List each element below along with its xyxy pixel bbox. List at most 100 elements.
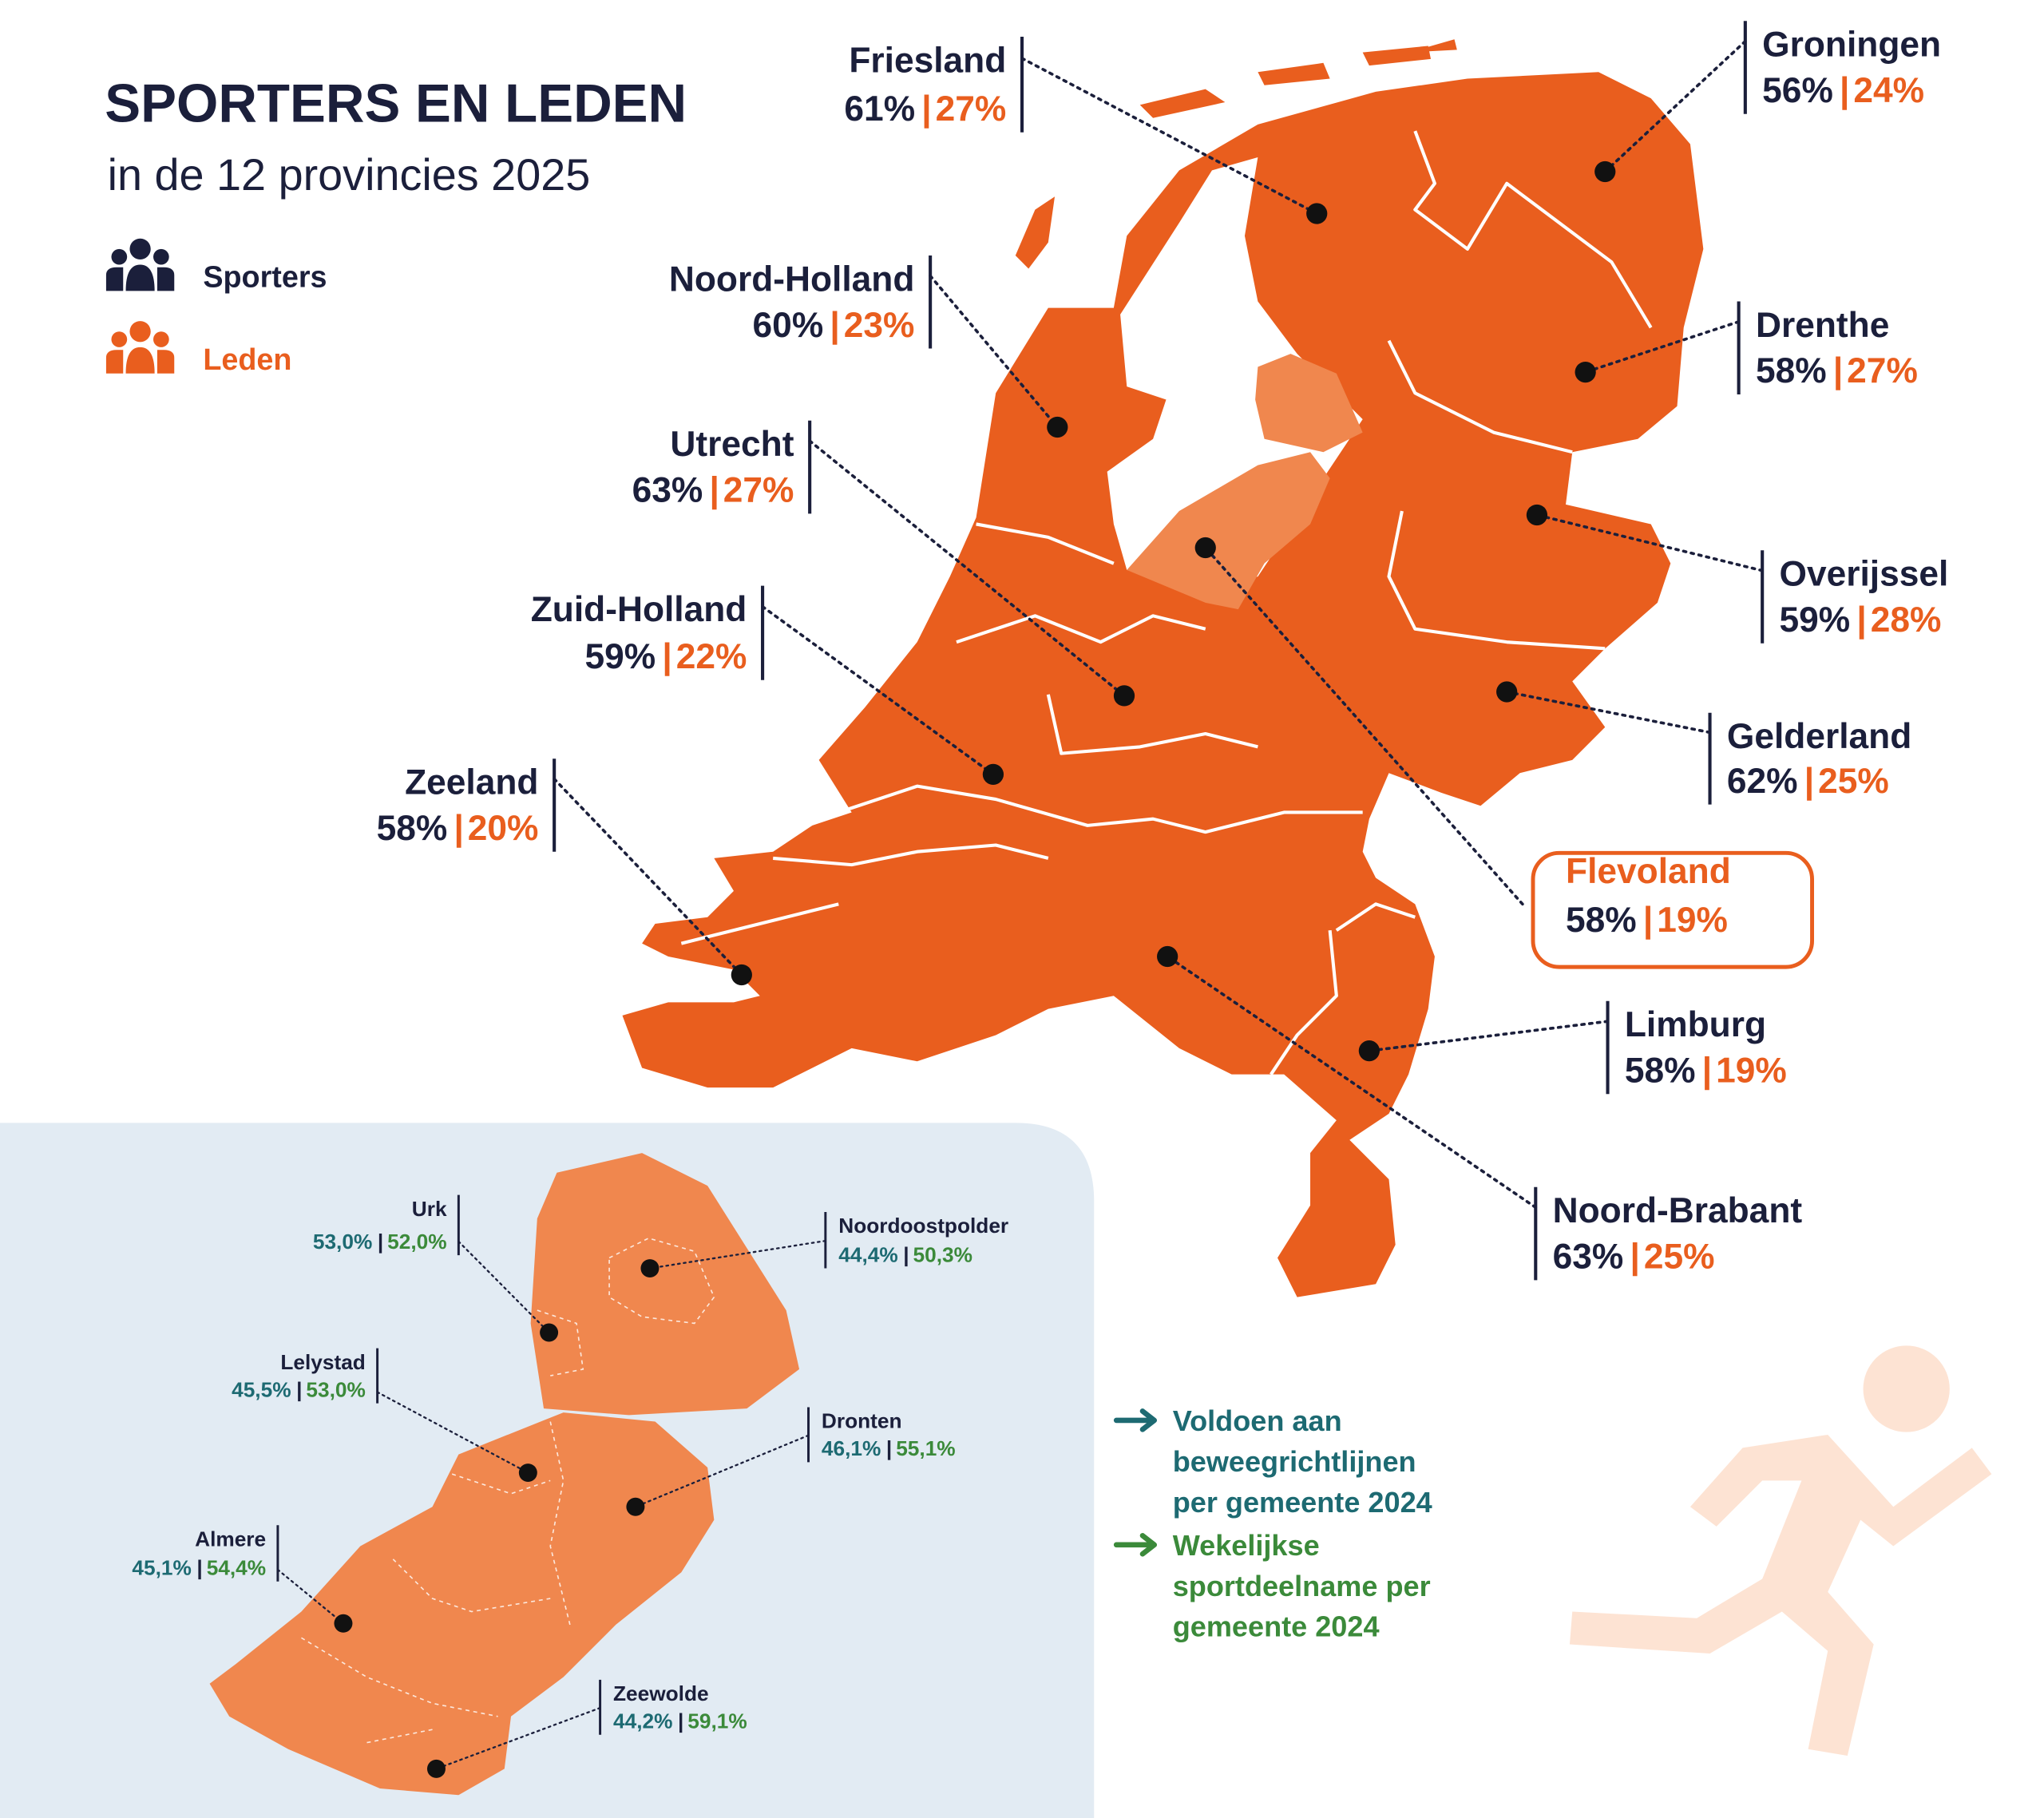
title: SPORTERS EN LEDEN (105, 74, 687, 134)
value-2: 27% (1847, 351, 1918, 390)
leader-line (929, 274, 1060, 429)
municipality-name: Urk (412, 1197, 447, 1221)
legend-label: Sporters (203, 259, 327, 293)
value-beweeg: 44,2% (613, 1709, 672, 1733)
value-beweeg: 53,0% (313, 1230, 372, 1254)
value-1: 58% (377, 809, 448, 848)
value-2: 23% (844, 306, 915, 345)
value-beweeg: 45,1% (132, 1556, 191, 1580)
value-1: 60% (753, 306, 824, 345)
label-name: Noord-Brabant (1553, 1191, 1803, 1230)
value-separator: | (1630, 1238, 1639, 1277)
legend-text: gemeente 2024 (1173, 1610, 1380, 1643)
label-values: 60% | 23% (753, 306, 915, 346)
province-dot (1194, 537, 1216, 559)
province-dot (1358, 1040, 1380, 1062)
value-separator: | (1702, 1052, 1712, 1091)
province-dot (1306, 203, 1328, 224)
value-separator: | (678, 1709, 683, 1733)
value-separator: | (886, 1436, 892, 1460)
value-separator: | (903, 1242, 909, 1266)
subtitle: in de 12 provincies 2025 (108, 149, 591, 200)
legend-arrow (1113, 1533, 1158, 1557)
province-dot (1157, 945, 1178, 968)
value-sport: 55,1% (896, 1436, 955, 1460)
label-name: Friesland (849, 41, 1006, 80)
value-2: 25% (1644, 1238, 1715, 1277)
value-2: 20% (468, 809, 539, 848)
label-name: Flevoland (1566, 852, 1731, 891)
highlight-box (1531, 850, 1814, 969)
value-2: 25% (1818, 762, 1889, 801)
label-values: 58% | 27% (1756, 351, 1918, 391)
value-separator: | (662, 637, 671, 677)
label-values: 58% | 19% (1566, 901, 1728, 941)
legend-text: sportdeelname per (1173, 1570, 1431, 1602)
label-name: Groningen (1762, 26, 1941, 65)
value-sport: 59,1% (687, 1709, 747, 1733)
value-2: 28% (1871, 600, 1942, 640)
label-values: 58% | 19% (1625, 1052, 1787, 1091)
leader-line (1368, 1020, 1610, 1052)
municipality-values: 45,1% | 54,4% (132, 1556, 266, 1580)
municipality-dot (518, 1464, 537, 1483)
value-1: 63% (632, 471, 703, 510)
value-1: 58% (1756, 351, 1827, 390)
leader-line (1505, 690, 1712, 735)
value-1: 62% (1727, 762, 1798, 801)
legend-icon-leden (105, 321, 175, 374)
province-dot (1575, 361, 1596, 383)
municipality-name: Noordoostpolder (838, 1214, 1008, 1238)
legend-label: Leden (203, 343, 291, 376)
label-values: 58% | 20% (377, 809, 539, 849)
label-values: 56% | 24% (1762, 71, 1924, 111)
label-name: Overijssel (1780, 555, 1949, 594)
label-values: 62% | 25% (1727, 762, 1889, 802)
province-dot (1113, 685, 1135, 707)
province-dot (1594, 160, 1616, 183)
municipality-values: 44,4% | 50,3% (838, 1242, 972, 1266)
value-sport: 54,4% (207, 1556, 266, 1580)
municipality-dot (640, 1259, 660, 1278)
municipality-dot (334, 1614, 353, 1633)
legend-icon-sporters (105, 238, 175, 291)
leader-line (648, 1239, 826, 1269)
label-values: 59% | 28% (1780, 600, 1942, 640)
value-beweeg: 44,4% (838, 1242, 897, 1266)
leader-line (435, 1706, 601, 1770)
value-separator: | (378, 1230, 383, 1254)
municipality-dot (426, 1759, 446, 1778)
value-separator: | (1833, 351, 1843, 391)
value-beweeg: 46,1% (822, 1436, 881, 1460)
value-2: 27% (723, 471, 794, 510)
value-1: 58% (1566, 901, 1637, 940)
label-name: Zuid-Holland (531, 590, 747, 629)
municipality-dot (540, 1323, 559, 1342)
legend-text: Voldoen aan (1173, 1404, 1342, 1437)
province-dot (731, 964, 752, 986)
value-2: 22% (676, 637, 747, 676)
label-name: Noord-Holland (669, 259, 915, 299)
value-separator: | (921, 89, 931, 129)
legend-text: beweegrichtlijnen (1173, 1445, 1416, 1478)
value-separator: | (1840, 71, 1849, 111)
value-sport: 52,0% (387, 1230, 446, 1254)
province-dot (1496, 681, 1518, 703)
province-dot (982, 763, 1004, 786)
value-separator: | (830, 306, 839, 346)
municipality-values: 53,0% | 52,0% (313, 1230, 447, 1254)
leader-line (1166, 955, 1538, 1210)
municipality-name: Dronten (822, 1409, 902, 1433)
value-1: 59% (585, 637, 656, 676)
label-name: Utrecht (670, 425, 794, 464)
value-sport: 53,0% (306, 1377, 365, 1401)
legend-text: Wekelijkse (1173, 1529, 1320, 1562)
leader-line (458, 1240, 550, 1334)
municipality-name: Lelystad (280, 1350, 366, 1374)
legend-arrow (1113, 1408, 1158, 1432)
leader-line (761, 605, 995, 776)
municipality-values: 45,5% | 53,0% (232, 1377, 366, 1401)
leader-line (634, 1434, 810, 1508)
label-values: 61% | 27% (844, 89, 1006, 129)
runner-icon (1569, 1345, 1992, 1757)
